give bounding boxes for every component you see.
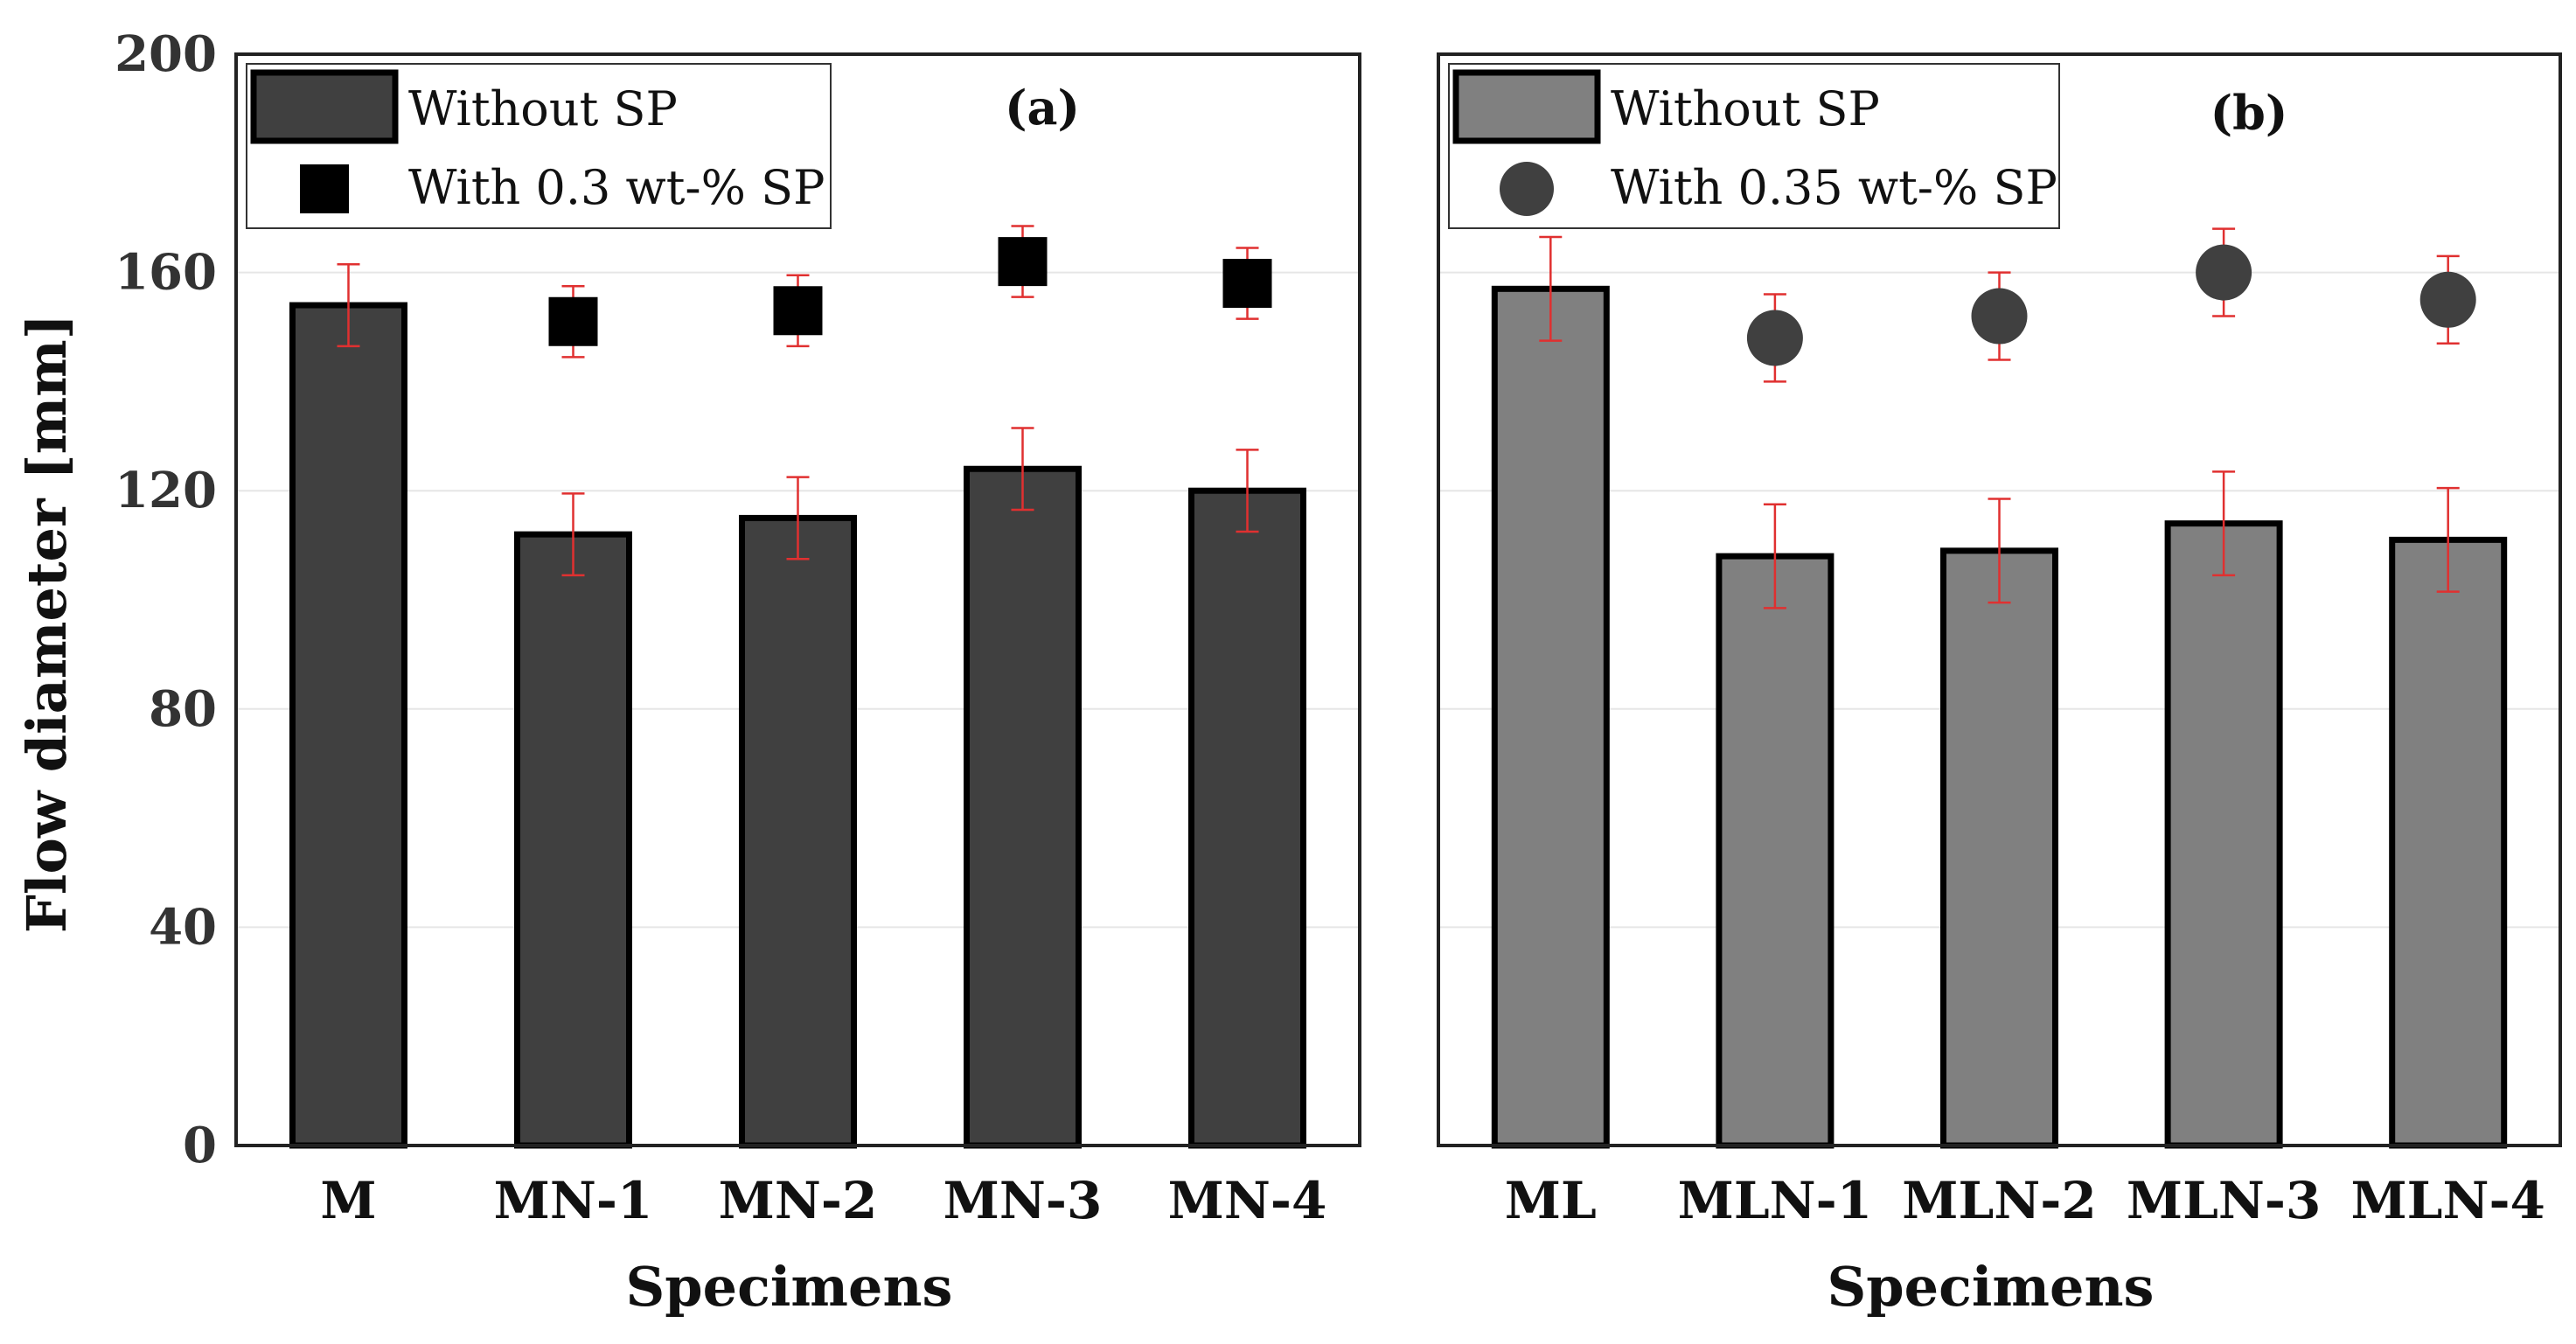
bar [2164,520,2283,1149]
bar [964,465,1082,1149]
bar [1188,487,1306,1149]
x-tick-label: M [320,1171,376,1230]
x-tick-label: MLN-1 [1678,1171,1872,1230]
x-tick-label: MN-3 [943,1171,1103,1230]
legend-bar-swatch [1452,69,1601,144]
y-tick-label: 40 [149,898,217,956]
legend-label: Without SP [408,81,678,136]
square-marker [548,296,598,346]
x-tick-label: MLN-4 [2350,1171,2545,1230]
y-axis-title: Flow diameter [mm] [15,314,79,933]
bar [2389,536,2508,1149]
legend-bar-swatch [250,69,399,144]
x-tick-label: MN-4 [1168,1171,1327,1230]
bar [1940,547,2058,1149]
legend-square-marker [300,164,349,213]
circle-marker [2196,244,2252,301]
circle-marker [2419,271,2476,328]
legend-circle-marker [1500,162,1554,216]
legend-label: Without SP [1611,81,1880,136]
x-axis-title: Specimens [626,1255,953,1319]
plot-frame [1437,52,2562,1147]
square-marker [998,237,1048,287]
bar [1716,553,1835,1149]
x-tick-label: ML [1505,1171,1597,1230]
legend-label: With 0.3 wt-% SP [408,160,825,215]
y-tick-label: 80 [149,680,217,738]
x-tick-label: MLN-3 [2127,1171,2321,1230]
plot-frame [234,52,1361,1147]
legend: Without SP With 0.35 wt-% SP [1448,63,2060,229]
x-axis-title: Specimens [1828,1255,2155,1319]
y-tick-label: 120 [115,462,217,519]
chart-panel-b: ML MLN-1 MLN-2 MLN-3 MLN-4 Specimens Without S… [1437,52,2562,1319]
panel-label: (b) [2210,85,2288,141]
legend: Without SP With 0.3 wt-% SP [246,63,832,229]
bar [1491,285,1610,1149]
x-tick-label: MN-1 [494,1171,653,1230]
x-tick-label: MLN-2 [1902,1171,2096,1230]
y-tick-label: 160 [115,244,217,302]
x-tick-label: MN-2 [719,1171,878,1230]
square-marker [1222,259,1272,309]
y-tick-label: 0 [183,1117,217,1174]
legend-label: With 0.35 wt-% SP [1611,160,2057,215]
bar [739,514,857,1149]
circle-marker [1971,288,2028,345]
chart-panel-a: 0 40 80 120 160 200 M MN-1 MN-2 MN-3 MN-4 Specimens… [115,25,1361,1319]
y-tick-label: 200 [115,25,217,83]
bar [514,531,632,1149]
panel-label: (a) [1005,80,1080,136]
bar [289,302,407,1149]
circle-marker [1746,310,1803,366]
square-marker [773,286,823,336]
